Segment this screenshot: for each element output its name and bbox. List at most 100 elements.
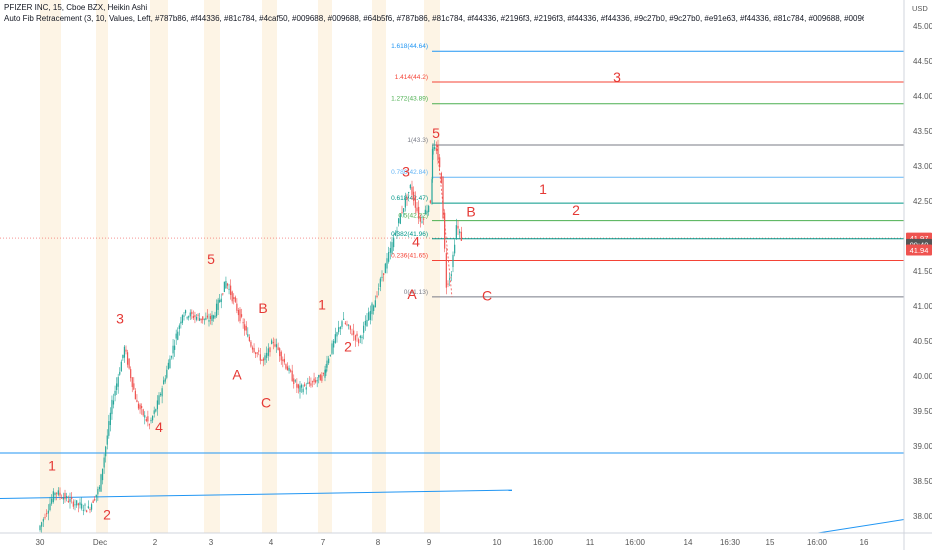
candle-body — [172, 345, 174, 354]
x-tick-label: 16:30 — [720, 538, 741, 547]
candle-body — [90, 504, 93, 510]
candle-body — [391, 242, 393, 254]
candle-body — [234, 297, 236, 302]
x-tick-label: 30 — [36, 538, 45, 547]
fib-level-label: 0.382(41.96) — [391, 231, 428, 238]
candle-body — [271, 340, 273, 344]
candle-body — [322, 373, 325, 375]
price-marker-text: 41.97 — [910, 234, 929, 243]
candle-body — [103, 457, 105, 468]
session-band — [96, 0, 108, 533]
candle-body — [297, 384, 300, 389]
candle-body — [334, 334, 336, 343]
y-tick-label: 40.00 — [913, 372, 932, 381]
wave-label: 1 — [48, 458, 56, 474]
candle-body — [363, 325, 365, 333]
currency-label: USD — [912, 4, 928, 13]
trendline-rising — [817, 519, 905, 534]
candle-body — [428, 205, 430, 213]
candle-body — [389, 247, 391, 253]
candle-body — [455, 225, 457, 239]
candle-body — [108, 421, 110, 436]
candle-body — [239, 309, 241, 322]
candle-body — [152, 416, 154, 421]
x-tick-label: 2 — [153, 538, 158, 547]
candle-body — [440, 173, 442, 184]
candle-body — [361, 336, 363, 339]
candle-body — [61, 497, 63, 499]
fib-level-label: 0.236(41.65) — [391, 253, 428, 260]
candle-body — [126, 352, 129, 365]
trendline-lower — [0, 489, 513, 499]
wave-label: 2 — [103, 507, 111, 523]
candle-body — [288, 367, 290, 371]
candle-body — [155, 409, 157, 412]
candle-body — [396, 230, 398, 234]
candle-body — [72, 501, 74, 507]
y-tick-label: 43.50 — [913, 127, 932, 136]
candle-body — [460, 231, 462, 241]
candle-body — [338, 327, 340, 333]
candle-body — [388, 252, 390, 262]
x-tick-label: Dec — [93, 538, 107, 547]
candle-body — [191, 311, 193, 315]
candle-body — [237, 310, 240, 316]
candle-body — [426, 210, 428, 214]
wave-label: C — [261, 395, 271, 411]
candle-body — [423, 218, 425, 220]
candle-body — [310, 383, 312, 386]
candle-body — [134, 390, 136, 400]
candle-body — [44, 517, 46, 519]
wave-label: 5 — [207, 251, 215, 267]
candle-body — [76, 500, 78, 506]
fib-level-label: 1(43.3) — [407, 137, 428, 144]
candle-body — [117, 377, 119, 387]
candle-body — [413, 191, 415, 201]
candle-body — [215, 303, 218, 317]
candle-body — [339, 326, 341, 329]
candle-body — [300, 384, 303, 388]
y-tick-label: 39.50 — [913, 407, 932, 416]
candle-body — [434, 146, 436, 150]
candle-body — [274, 344, 276, 347]
symbol-title: PFIZER INC, 15, Cboe BZX, Heikin Ashi — [4, 3, 148, 12]
candle-body — [170, 356, 173, 358]
candle-body — [404, 198, 406, 208]
candle-body — [324, 369, 326, 378]
candle-body — [421, 221, 423, 223]
candle-body — [315, 380, 317, 383]
candle-body — [163, 380, 165, 385]
candle-body — [77, 503, 79, 506]
wave-label: B — [466, 203, 475, 219]
candle-body — [144, 415, 146, 418]
candle-body — [253, 348, 255, 353]
candle-body — [125, 349, 127, 352]
y-tick-label: 40.50 — [913, 337, 932, 346]
candle-body — [148, 424, 151, 426]
candle-body — [454, 244, 456, 254]
candle-body — [228, 288, 230, 290]
candle-body — [313, 378, 315, 383]
candle-body — [236, 303, 238, 311]
candle-body — [457, 225, 459, 229]
x-tick-label: 9 — [427, 538, 432, 547]
indicator-legend[interactable]: Auto Fib Retracement (3, 10, Values, Lef… — [4, 14, 864, 23]
candle-body — [54, 492, 56, 495]
candle-body — [203, 318, 205, 320]
candle-body — [82, 509, 84, 511]
x-tick-label: 15 — [766, 538, 775, 547]
candle-body — [52, 491, 54, 502]
wave-label: C — [482, 287, 492, 303]
candle-body — [439, 157, 441, 168]
candle-body — [444, 212, 446, 249]
candle-body — [141, 406, 143, 409]
wave-label: 2 — [572, 202, 580, 218]
candle-body — [220, 298, 222, 303]
candle-body — [86, 510, 88, 513]
candle-body — [47, 510, 49, 514]
candle-body — [128, 358, 130, 369]
x-tick-label: 7 — [321, 538, 326, 547]
candle-body — [156, 400, 158, 410]
